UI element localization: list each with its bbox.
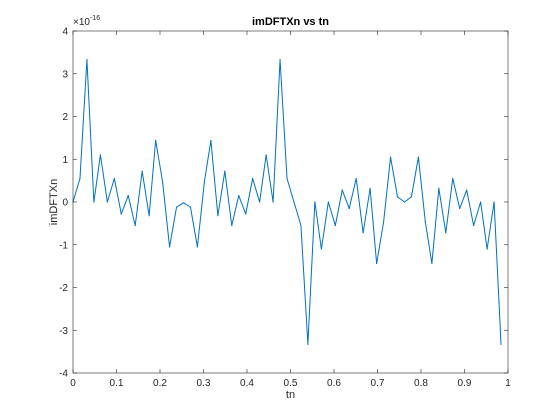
data-point bbox=[417, 156, 419, 158]
data-point bbox=[362, 232, 364, 234]
data-point bbox=[272, 201, 274, 203]
data-point bbox=[348, 207, 350, 210]
data-point bbox=[127, 194, 129, 197]
data-point bbox=[182, 202, 185, 204]
data-point bbox=[120, 213, 122, 215]
x-tick-label: 0.8 bbox=[414, 378, 428, 389]
data-point bbox=[376, 262, 378, 265]
x-tick-label: 0.2 bbox=[153, 378, 167, 389]
data-point bbox=[252, 177, 254, 180]
x-tick-label: 0.5 bbox=[284, 378, 298, 389]
x-tick-label: 0.1 bbox=[110, 378, 124, 389]
data-point bbox=[196, 246, 199, 248]
data-point bbox=[238, 194, 240, 197]
data-point bbox=[155, 139, 157, 142]
data-point bbox=[279, 59, 281, 61]
data-point bbox=[113, 177, 115, 180]
data-point bbox=[168, 246, 171, 248]
data-point bbox=[203, 181, 205, 183]
data-point bbox=[493, 201, 495, 203]
data-point bbox=[148, 215, 150, 217]
data-point bbox=[286, 177, 288, 180]
data-point bbox=[189, 206, 192, 208]
data-point bbox=[480, 201, 482, 203]
data-point bbox=[389, 156, 392, 158]
data-point bbox=[86, 59, 88, 61]
y-exponent-label: ×10-16 bbox=[73, 15, 100, 28]
data-point bbox=[396, 196, 399, 198]
y-exponent-power: -16 bbox=[90, 15, 100, 22]
plot-area bbox=[73, 31, 508, 373]
data-point bbox=[431, 262, 433, 265]
chart-title: imDFTXn vs tn bbox=[252, 16, 329, 28]
data-point bbox=[141, 170, 143, 172]
data-point bbox=[175, 206, 178, 208]
data-point bbox=[300, 224, 302, 227]
data-point bbox=[217, 215, 219, 217]
data-point bbox=[224, 170, 226, 172]
data-point bbox=[424, 221, 426, 223]
x-tick-label: 0.3 bbox=[197, 378, 211, 389]
y-tick-label: -4 bbox=[59, 369, 68, 380]
data-point bbox=[259, 201, 261, 203]
data-point bbox=[382, 221, 385, 223]
y-tick-label: 0 bbox=[62, 198, 68, 209]
data-point bbox=[93, 201, 95, 203]
data-point bbox=[438, 187, 440, 189]
x-tick-label: 0.9 bbox=[458, 378, 472, 389]
data-point bbox=[293, 201, 295, 203]
data-point bbox=[307, 343, 309, 345]
x-tick-label: 0.6 bbox=[327, 378, 341, 389]
y-tick-label: -3 bbox=[59, 326, 68, 337]
x-tick-label: 1 bbox=[505, 378, 511, 389]
data-point bbox=[445, 232, 447, 234]
data-point bbox=[314, 201, 316, 203]
data-point bbox=[341, 189, 343, 191]
data-point bbox=[99, 154, 102, 156]
data-point bbox=[452, 177, 454, 180]
x-tick-label: 0.7 bbox=[371, 378, 385, 389]
y-tick-label: 4 bbox=[62, 27, 68, 38]
y-tick-label: 1 bbox=[62, 155, 68, 166]
data-point bbox=[334, 224, 336, 227]
y-tick-label: 2 bbox=[62, 112, 68, 123]
y-exponent-base: ×10 bbox=[73, 17, 90, 28]
data-point bbox=[327, 201, 329, 203]
y-tick-label: 3 bbox=[62, 69, 68, 80]
x-axis-label: tn bbox=[286, 389, 295, 401]
data-point bbox=[106, 201, 108, 203]
data-point bbox=[231, 224, 233, 227]
data-point bbox=[265, 154, 267, 156]
data-point bbox=[210, 139, 212, 142]
x-tick-label: 0 bbox=[70, 378, 76, 389]
data-point bbox=[466, 189, 468, 191]
y-tick-label: -1 bbox=[59, 240, 68, 251]
data-point bbox=[79, 177, 81, 180]
x-tick-label: 0.4 bbox=[240, 378, 254, 389]
data-point bbox=[162, 181, 164, 183]
data-point bbox=[473, 224, 475, 227]
y-tick-label: -2 bbox=[59, 283, 68, 294]
data-point bbox=[369, 187, 371, 189]
data-point bbox=[486, 248, 488, 250]
y-axis-label: imDFTXn bbox=[48, 179, 60, 225]
data-point bbox=[403, 201, 406, 203]
data-point bbox=[459, 207, 461, 210]
data-point bbox=[500, 343, 502, 345]
data-point bbox=[320, 248, 322, 250]
data-point bbox=[134, 224, 136, 227]
data-point bbox=[355, 177, 357, 180]
data-point bbox=[245, 213, 247, 215]
data-point bbox=[410, 196, 413, 198]
